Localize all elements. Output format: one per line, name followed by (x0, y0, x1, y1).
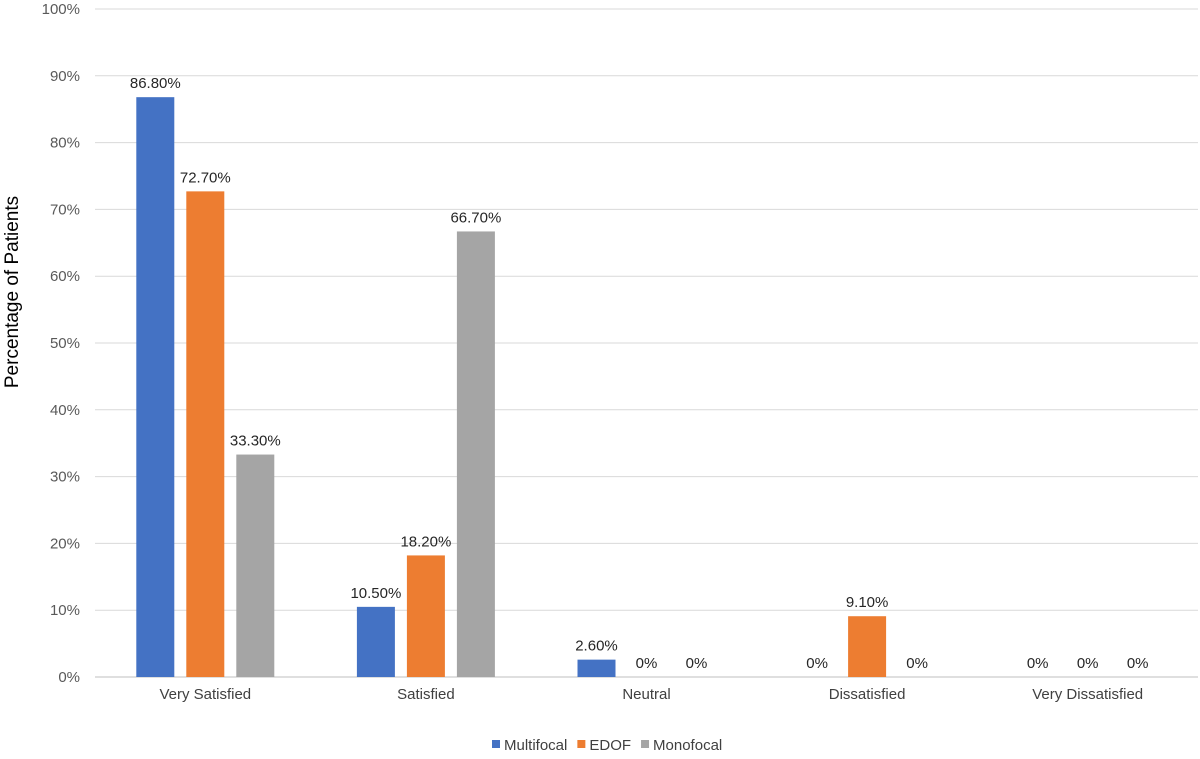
data-labels: 86.80% 72.70% 33.30% 10.50% 18.20% 66.70% 2.60… (130, 75, 1149, 672)
x-axis-categories: Very Satisfied Satisfied Neutral Dissatisfi… (159, 686, 1143, 703)
y-tick-label: 80% (50, 135, 80, 152)
bar-multifocal (136, 97, 175, 677)
y-tick-label: 70% (50, 201, 80, 218)
data-label: 9.10% (846, 594, 889, 611)
data-label: 18.20% (400, 533, 451, 550)
data-label: 0% (1077, 655, 1099, 672)
y-axis-ticks: 0% 10% 20% 30% 40% 50% 60% 70% 80% 90% 100% (42, 1, 80, 686)
y-tick-label: 30% (50, 469, 80, 486)
data-label: 86.80% (130, 75, 181, 92)
legend-swatch (641, 740, 650, 748)
legend-item-label: Monofocal (653, 737, 722, 754)
bar-monofocal (236, 454, 275, 677)
legend: Multifocal EDOF Monofocal (492, 737, 722, 754)
legend-swatch (577, 740, 586, 748)
category-label: Dissatisfied (829, 686, 906, 703)
legend-item-label: Multifocal (504, 737, 567, 754)
category-label: Very Satisfied (159, 686, 251, 703)
bar-multifocal (577, 659, 616, 677)
bar-edof (406, 555, 445, 677)
y-tick-label: 100% (42, 1, 80, 18)
y-tick-label: 10% (50, 602, 80, 619)
legend-item-label: EDOF (589, 737, 631, 754)
data-label: 33.30% (230, 433, 281, 450)
category-label: Neutral (622, 686, 670, 703)
data-label: 72.70% (180, 169, 231, 186)
y-tick-label: 50% (50, 335, 80, 352)
category-label: Very Dissatisfied (1032, 686, 1143, 703)
data-label: 0% (636, 655, 658, 672)
data-label: 10.50% (350, 585, 401, 602)
bar-edof (186, 191, 225, 677)
y-tick-label: 0% (58, 669, 80, 686)
data-label: 66.70% (450, 209, 501, 226)
bar-edof (848, 616, 887, 677)
y-tick-label: 20% (50, 535, 80, 552)
legend-swatch (492, 740, 500, 748)
data-label: 0% (1127, 655, 1149, 672)
bar-monofocal (456, 231, 495, 677)
data-label: 0% (686, 655, 708, 672)
y-tick-label: 60% (50, 268, 80, 285)
gridlines (95, 8, 1198, 678)
bar-multifocal (356, 606, 395, 677)
data-label: 2.60% (575, 638, 618, 655)
y-tick-label: 40% (50, 402, 80, 419)
y-axis-title: Percentage of Patients (2, 196, 23, 388)
y-tick-label: 90% (50, 68, 80, 85)
category-label: Satisfied (397, 686, 455, 703)
data-label: 0% (1027, 655, 1049, 672)
data-label: 0% (806, 655, 828, 672)
bars (136, 97, 887, 677)
data-label: 0% (906, 655, 928, 672)
